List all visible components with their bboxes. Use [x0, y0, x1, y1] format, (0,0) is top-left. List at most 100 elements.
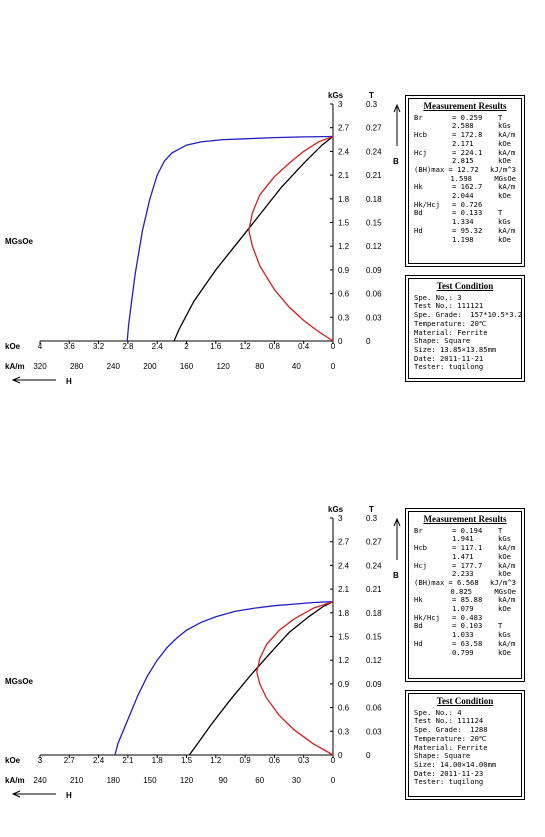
- measurement-row: 1.033 kGs: [414, 630, 516, 640]
- y-tick-label-t: 0.09: [366, 266, 382, 275]
- test-condition-line: Temperature: 20℃: [414, 318, 487, 328]
- y-tick-label-t: 0.09: [366, 680, 382, 689]
- x-tick-label-koe: 4: [38, 342, 43, 351]
- x-tick-label-koe: 0: [331, 342, 336, 351]
- test-condition-line: Date: 2011-11-23: [414, 768, 484, 778]
- y-tick-label-t: 0: [366, 751, 371, 760]
- y-tick-label-kgs: 0: [338, 337, 343, 346]
- measurement-unit: kJ/m^3: [490, 164, 516, 174]
- y-tick-label-kgs: 0.6: [338, 290, 350, 299]
- measurement-value: = 177.7: [452, 560, 483, 570]
- x-axis-label-koe: kOe: [5, 756, 21, 765]
- measurement-label: Hk/Hcj: [414, 612, 440, 622]
- y-tick-label-t: 0.24: [366, 147, 382, 156]
- y-tick-label-t: 0: [366, 337, 371, 346]
- measurement-row: Hcj = 177.7 kA/m: [414, 560, 516, 571]
- measurement-row: Br = 0.259 T: [414, 112, 516, 123]
- x-tick-label-kam: 280: [70, 362, 84, 371]
- x-tick-label-kam: 90: [219, 776, 228, 785]
- y-tick-label-t: 0.06: [366, 704, 382, 713]
- x-tick-label-koe: 0.4: [298, 342, 310, 351]
- measurement-row: Hcj = 224.1 kA/m: [414, 147, 516, 158]
- measurement-unit: kGs: [498, 534, 511, 544]
- measurement-unit: kGs: [498, 121, 511, 131]
- x-tick-label-kam: 120: [180, 776, 194, 785]
- x-tick-label-kam: 40: [292, 362, 301, 371]
- y-tick-label-t: 0.3: [366, 100, 378, 109]
- test-condition-title: Test Condition: [436, 696, 494, 706]
- measurement-unit: kA/m: [498, 130, 516, 140]
- x-tick-label-koe: 1.2: [210, 756, 222, 765]
- measurement-unit: kA/m: [498, 225, 516, 235]
- y-tick-label-t: 0.27: [366, 124, 382, 133]
- measurement-unit: T: [498, 525, 503, 535]
- y-tick-label-kgs: 2.4: [338, 561, 350, 570]
- measurement-row: Br = 0.194 T: [414, 525, 516, 536]
- measurement-results-title: Measurement Results: [423, 101, 507, 111]
- measurement-label: Hk/Hcj: [414, 199, 440, 209]
- measurement-row: 2.044 kOe: [414, 191, 516, 201]
- y-tick-label-kgs: 1.2: [338, 242, 350, 251]
- y-tick-label-kgs: 0: [338, 751, 343, 760]
- measurement-value: = 6.568: [448, 577, 479, 587]
- measurement-value: = 95.32: [452, 225, 483, 235]
- measurement-row: Hd = 63.58 kA/m: [414, 639, 516, 649]
- y-tick-label-kgs: 2.4: [338, 147, 350, 156]
- measurement-label: Hcb: [414, 130, 427, 140]
- test-condition-line: Material: Ferrite: [414, 327, 488, 337]
- measurement-unit: T: [498, 621, 503, 631]
- measurement-unit: kA/m: [498, 182, 516, 192]
- b-label: B: [393, 571, 399, 580]
- y-tick-label-t: 0.3: [366, 514, 378, 523]
- measurement-results-title: Measurement Results: [423, 514, 507, 524]
- measurement-row: (BH)max = 6.568 kJ/m^3: [414, 577, 516, 588]
- measurement-value: = 12.72: [448, 164, 479, 174]
- test-condition-line: Tester: tuqilong: [414, 362, 484, 372]
- x-tick-label-kam: 120: [216, 362, 230, 371]
- measurement-value: = 0.259: [452, 112, 483, 122]
- test-condition-line: Spe. No.: 3: [414, 292, 462, 302]
- measurement-unit: kOe: [498, 569, 511, 579]
- measurement-row: 1.198 kOe: [414, 235, 516, 245]
- x-tick-label-kam: 200: [143, 362, 157, 371]
- x-tick-label-koe: 3.2: [93, 342, 105, 351]
- measurement-row: 2.171 kOe: [414, 139, 516, 149]
- y-axis-label-t: T: [369, 505, 374, 514]
- x-tick-label-koe: 0.6: [269, 756, 281, 765]
- test-condition-line: Temperature: 20℃: [414, 733, 487, 743]
- x-tick-label-kam: 240: [33, 776, 47, 785]
- measurement-value: 2.233: [452, 569, 474, 579]
- x-axis-label-kam: kA/m: [5, 362, 25, 371]
- measurement-value: 0.799: [452, 647, 474, 657]
- measurement-label: Hk: [414, 182, 423, 192]
- measurement-unit: T: [498, 208, 503, 218]
- measurement-label: Hcb: [414, 543, 427, 553]
- series-line: [126, 135, 334, 342]
- x-tick-label-koe: 0.8: [269, 342, 281, 351]
- x-tick-label-kam: 240: [107, 362, 121, 371]
- x-tick-label-koe: 0.3: [298, 756, 310, 765]
- series-line: [188, 601, 334, 756]
- measurement-value: = 0.103: [452, 621, 483, 631]
- y-tick-label-t: 0.21: [366, 585, 382, 594]
- measurement-row: Hk/Hcj = 0.726: [414, 199, 516, 210]
- measurement-row: 0.799 kOe: [414, 647, 516, 658]
- measurement-value: 1.334: [452, 217, 474, 227]
- measurement-value: = 0.726: [452, 199, 483, 209]
- x-tick-label-kam: 60: [255, 776, 264, 785]
- test-condition-line: Spe. No.: 4: [414, 707, 462, 717]
- y-tick-label-t: 0.12: [366, 242, 382, 251]
- y-tick-label-kgs: 1.2: [338, 656, 350, 665]
- left-axis-label: MGsOe: [5, 237, 34, 246]
- series-line: [256, 601, 334, 756]
- test-condition-panel-1: Test Condition Spe. No.: 3 Test No.: 1111…: [405, 275, 525, 382]
- y-tick-label-kgs: 1.8: [338, 195, 350, 204]
- y-tick-label-kgs: 0.3: [338, 313, 350, 322]
- measurement-label: Hd: [414, 225, 423, 235]
- measurement-results-panel-1: Measurement Results Br = 0.259 T 2.588 kGs Hc…: [405, 95, 525, 267]
- measurement-unit: kA/m: [498, 147, 516, 157]
- measurement-unit: kGs: [498, 217, 511, 227]
- y-tick-label-t: 0.21: [366, 171, 382, 180]
- y-tick-label-kgs: 1.5: [338, 633, 350, 642]
- measurement-row: (BH)max = 12.72 kJ/m^3: [414, 164, 516, 175]
